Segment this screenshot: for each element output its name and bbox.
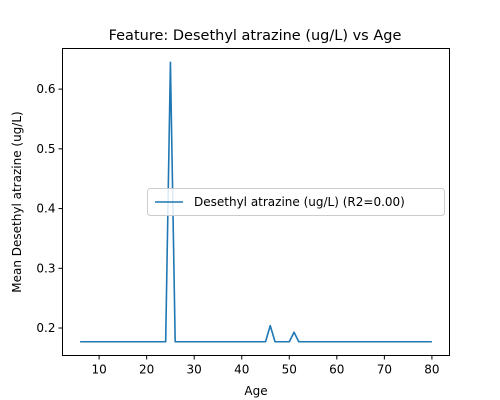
- x-tick-label: 40: [234, 363, 249, 377]
- x-tick-label: 10: [91, 363, 106, 377]
- x-tick-label: 30: [187, 363, 202, 377]
- x-tick-label: 50: [282, 363, 297, 377]
- x-tick-label: 20: [139, 363, 154, 377]
- y-tick-label: 0.4: [36, 202, 55, 216]
- y-axis-label: Mean Desethyl atrazine (ug/L): [10, 111, 24, 292]
- legend-label: Desethyl atrazine (ug/L) (R2=0.00): [194, 195, 405, 209]
- x-tick-label: 80: [424, 363, 439, 377]
- y-tick-label: 0.5: [36, 142, 55, 156]
- y-tick-label: 0.6: [36, 82, 55, 96]
- y-tick-label: 0.3: [36, 261, 55, 275]
- series-layer: [80, 61, 432, 343]
- plot-frame: [62, 48, 450, 356]
- y-axis: 0.2 0.3 0.4 0.5 0.6: [36, 82, 63, 335]
- legend-box: [147, 188, 445, 216]
- chart-title: Feature: Desethyl atrazine (ug/L) vs Age: [109, 28, 402, 44]
- x-axis: 10 20 30 40 50 60 70 80: [91, 355, 440, 377]
- x-tick-label: 60: [329, 363, 344, 377]
- series-line: [80, 61, 432, 343]
- legend: Desethyl atrazine (ug/L) (R2=0.00): [147, 188, 445, 216]
- x-axis-label: Age: [244, 384, 267, 398]
- y-tick-label: 0.2: [36, 321, 55, 335]
- x-tick-label: 70: [377, 363, 392, 377]
